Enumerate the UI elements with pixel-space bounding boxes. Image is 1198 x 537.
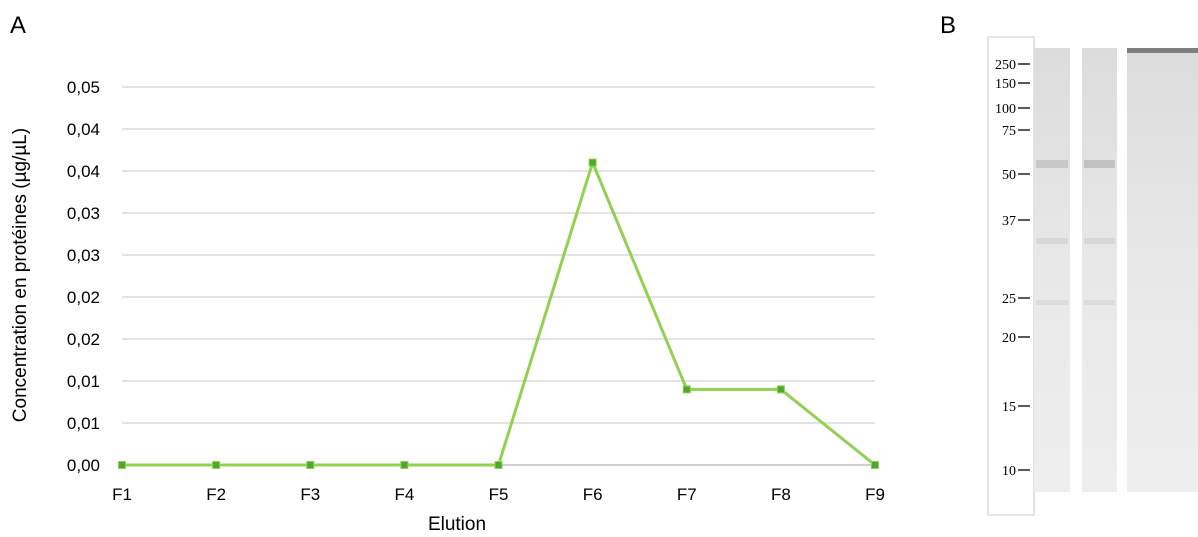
- data-point: [400, 461, 409, 469]
- mw-marker-label: 37: [1002, 214, 1016, 229]
- data-point: [871, 461, 879, 469]
- data-point: [776, 385, 785, 394]
- gel-image: 250 150 100 75 50 37 25 20 15 10: [987, 36, 1198, 516]
- y-axis-ticks: 0,00 0,01 0,01 0,02 0,02 0,03 0,03 0,04 0,04 0,05: [67, 78, 100, 475]
- y-tick-label: 0,04: [67, 162, 100, 181]
- data-point: [306, 461, 315, 469]
- data-point: [588, 158, 597, 167]
- x-tick-label: F6: [583, 485, 603, 504]
- mw-marker-label: 150: [995, 77, 1016, 92]
- data-points: [118, 158, 879, 469]
- mw-marker-label: 100: [995, 102, 1016, 117]
- gel-band: [1084, 160, 1115, 168]
- gel-band: [1084, 300, 1115, 305]
- mw-marker-label: 50: [1002, 168, 1016, 183]
- x-tick-label: F1: [112, 485, 132, 504]
- data-point: [212, 461, 221, 469]
- mw-marker-label: 15: [1002, 400, 1016, 415]
- mw-marker-label: 250: [995, 58, 1016, 73]
- x-tick-label: F2: [206, 485, 226, 504]
- data-point: [494, 461, 503, 469]
- x-tick-label: F3: [300, 485, 320, 504]
- panel-letter-b: B: [940, 12, 956, 39]
- y-tick-label: 0,01: [67, 414, 100, 433]
- series-line: [122, 161, 876, 467]
- x-axis-label: Elution: [428, 514, 486, 535]
- x-tick-label: F8: [771, 485, 791, 504]
- x-tick-label: F7: [677, 485, 697, 504]
- x-tick-label: F5: [489, 485, 509, 504]
- mw-marker-label: 20: [1002, 331, 1016, 346]
- gel-well-edge: [1127, 48, 1198, 53]
- data-point: [682, 385, 691, 394]
- y-tick-label: 0,02: [67, 288, 100, 307]
- gel-band: [1036, 160, 1068, 168]
- data-point: [118, 461, 126, 469]
- y-tick-label: 0,04: [67, 120, 100, 139]
- gel-lane-3: [1127, 48, 1198, 492]
- y-tick-label: 0,02: [67, 330, 100, 349]
- gel-lane-2: [1082, 48, 1117, 492]
- y-tick-label: 0,01: [67, 372, 100, 391]
- y-tick-label: 0,03: [67, 204, 100, 223]
- mw-marker-label: 25: [1002, 292, 1016, 307]
- y-axis-label: Concentration en protéines (µg/µL): [10, 128, 31, 422]
- panel-letter-a: A: [10, 12, 26, 39]
- y-tick-label: 0,03: [67, 246, 100, 265]
- gel-band: [1036, 238, 1068, 244]
- y-tick-label: 0,05: [67, 78, 100, 97]
- y-tick-label: 0,00: [67, 456, 100, 475]
- gridlines: [122, 86, 875, 466]
- x-tick-label: F4: [394, 485, 414, 504]
- mw-markers: 250 150 100 75 50 37 25 20 15 10: [995, 58, 1030, 479]
- x-axis-ticks: F1 F2 F3 F4 F5 F6 F7 F8 F9: [112, 485, 885, 504]
- line-chart: 0,00 0,01 0,01 0,02 0,02 0,03 0,03 0,04 0,04 0,05…: [10, 78, 885, 535]
- gel-lane-1: [1034, 48, 1070, 492]
- x-tick-label: F9: [865, 485, 885, 504]
- gel-band: [1084, 238, 1115, 244]
- mw-marker-label: 75: [1002, 124, 1016, 139]
- gel-band: [1036, 300, 1068, 305]
- mw-marker-label: 10: [1002, 464, 1016, 479]
